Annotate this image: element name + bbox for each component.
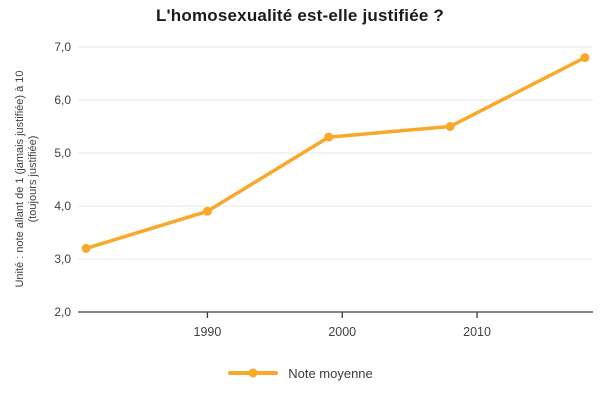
y-tick-label: 7,0: [54, 40, 71, 54]
legend-line-dot-icon: [228, 368, 279, 378]
y-tick-label: 3,0: [54, 252, 71, 266]
x-tick-label: 2000: [328, 325, 356, 339]
x-tick-label: 1990: [194, 325, 222, 339]
legend[interactable]: Note moyenne: [0, 362, 600, 384]
y-tick-label: 2,0: [54, 305, 71, 319]
y-tick-label: 4,0: [54, 199, 71, 213]
data-point[interactable]: [202, 206, 212, 216]
x-tick-label: 2010: [463, 325, 491, 339]
data-point[interactable]: [445, 122, 455, 131]
chart-title: L'homosexualité est-elle justifiée ?: [155, 6, 445, 25]
data-point[interactable]: [324, 132, 334, 142]
y-tick-label: 6,0: [54, 93, 71, 107]
data-point[interactable]: [81, 243, 91, 253]
y-tick-label: 5,0: [54, 146, 71, 160]
data-point[interactable]: [580, 53, 590, 63]
legend-label: Note moyenne: [288, 365, 373, 381]
